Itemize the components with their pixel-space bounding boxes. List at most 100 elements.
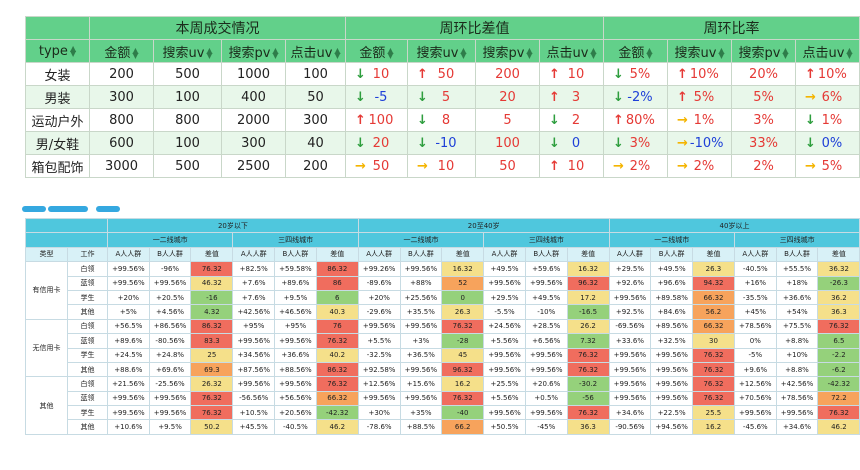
table-row: 蓝领 +99.56% +99.56% 46.32 +7.6% +89.6% 86 -89.6%… [26,275,860,291]
rate-cell: +10.5% [232,405,276,421]
cell-value: 50 [372,158,390,174]
sort-icon[interactable]: ▲ ▼ [272,46,279,60]
rate-cell: -25.56% [148,376,192,392]
column-header-9[interactable]: 金额 ▲ ▼ [603,39,668,63]
job-label: 蓝领 [67,275,108,291]
rate-cell: +99.56% [483,361,526,378]
city-group-header: 三四线城市 [483,232,610,248]
cell-diff: 50 [475,154,540,178]
rate-cell: +99.56% [650,376,693,392]
diff-cell: 30 [691,333,735,349]
column-header-12[interactable]: 点击uv ▲ ▼ [795,39,860,63]
sort-icon[interactable]: ▲ ▼ [646,46,653,60]
cell-search-pv: 2000 [221,108,286,132]
sort-icon[interactable]: ▲ ▼ [334,46,341,60]
column-header-0[interactable]: type ▲ ▼ [25,39,90,63]
table-row: 有信用卡 白领 +99.56% -96% 76.32 +82.5% +59.58% 86.32… [25,261,860,320]
cell-diff: ↓ 5 [407,85,476,109]
column-header-6[interactable]: 搜索uv ▲ ▼ [407,39,476,63]
cell-click-uv: 100 [285,62,346,86]
rate-cell: +46.56% [274,304,317,320]
sort-icon[interactable]: ▲ ▼ [526,46,533,60]
column-header-1[interactable]: 金额 ▲ ▼ [89,39,154,63]
arrow-down-icon: ↓ [355,66,366,82]
rate-cell: +99.56% [357,318,401,335]
sort-icon[interactable]: ▲ ▼ [132,46,139,60]
column-header-3[interactable]: 搜索pv ▲ ▼ [221,39,286,63]
column-header-7[interactable]: 搜索pv ▲ ▼ [475,39,540,63]
diff-cell: 7.32 [566,333,610,349]
rate-cell: +99.56% [608,390,652,407]
column-header-11[interactable]: 搜索pv ▲ ▼ [731,39,796,63]
column-header-8[interactable]: 点击uv ▲ ▼ [539,39,604,63]
cell-diff: ↓ 20 [345,131,408,155]
sort-icon[interactable]: ▲ ▼ [782,46,789,60]
column-header-label: 搜索pv [228,45,271,61]
arrow-right-icon: → [805,89,816,105]
rate-cell: -80.56% [148,333,192,349]
cell-value: 100 [368,112,394,128]
rate-cell: +21.56% [107,376,150,392]
cell-value: 20% [749,66,778,82]
sort-icon[interactable]: ▲ ▼ [718,46,725,60]
sort-icon[interactable]: ▲ ▼ [69,44,77,58]
city-group-header: 三四线城市 [232,232,359,248]
metric-header: A人人群 [107,246,150,263]
cell-value: 200 [495,66,520,82]
column-header-10[interactable]: 搜索uv ▲ ▼ [667,39,732,63]
column-header-label: type [38,43,68,59]
sort-icon[interactable]: ▲ ▼ [460,46,467,60]
cell-value: -2% [627,89,653,105]
column-header-5[interactable]: 金额 ▲ ▼ [345,39,408,63]
sort-icon[interactable]: ▲ ▼ [590,46,597,60]
column-header-4[interactable]: 点击uv ▲ ▼ [285,39,346,63]
job-label: 学生 [67,347,108,363]
metric-header: 差值 [817,246,860,263]
rate-cell: +18% [775,275,819,291]
carousel-dot-2[interactable] [48,206,88,212]
rate-cell: +0.5% [524,390,568,407]
column-header-label: 点击uv [290,45,333,61]
cell-search-pv: 400 [221,85,286,109]
diff-cell: 16.32 [441,261,485,277]
cell-diff: ↑ 100 [345,108,408,132]
cell-rate: 3% [731,108,796,132]
arrow-up-icon: ↑ [677,66,688,82]
table-row: 其他 +10.6% +9.5% 50.2 +45.5% -40.5% 46.2 -78.6% +… [26,419,860,435]
sort-icon[interactable]: ▲ ▼ [846,46,853,60]
cell-search-pv: 1000 [221,62,286,86]
job-label: 白领 [67,318,108,335]
city-group-header: 一二线城市 [106,232,234,248]
diff-cell: 40.2 [315,347,359,363]
rate-cell: +36.6% [775,289,819,306]
rate-cell: +95% [232,318,276,335]
rate-cell: +99.56% [399,361,443,378]
cell-click-uv: 50 [285,85,346,109]
arrow-right-icon: → [355,158,366,174]
metric-header: B人人群 [399,246,443,263]
rate-cell: +32.5% [650,333,693,349]
carousel-dot-1[interactable] [22,206,46,212]
diff-cell: 66.32 [315,390,359,407]
rate-cell: +20.5% [148,289,192,306]
arrow-up-icon: ↑ [549,89,560,105]
rate-cell: -78.6% [357,419,401,435]
rate-cell: +15.6% [399,376,443,392]
sort-icon[interactable]: ▲ ▼ [206,46,213,60]
cell-amount: 800 [89,108,154,132]
rate-cell: +75.5% [775,318,819,335]
rate-cell: +59.58% [274,261,317,277]
cell-diff: ↓ -10 [407,131,476,155]
table-row: 无信用卡 白领 +56.5% +86.56% 86.32 +95% +95% 76 +99.56… [25,318,860,378]
rate-cell: +49.5% [650,261,693,277]
cell-diff: ↑ 10 [539,62,604,86]
arrow-down-icon: ↓ [613,89,624,105]
sort-icon[interactable]: ▲ ▼ [387,46,394,60]
rate-cell: 0% [733,333,777,349]
column-header-2[interactable]: 搜索uv ▲ ▼ [153,39,222,63]
diff-cell: 96.32 [441,361,485,378]
job-label: 其他 [67,361,108,378]
carousel-dot-3[interactable] [96,206,120,212]
cell-click-uv: 40 [285,131,346,155]
cell-value: 20 [372,135,390,151]
